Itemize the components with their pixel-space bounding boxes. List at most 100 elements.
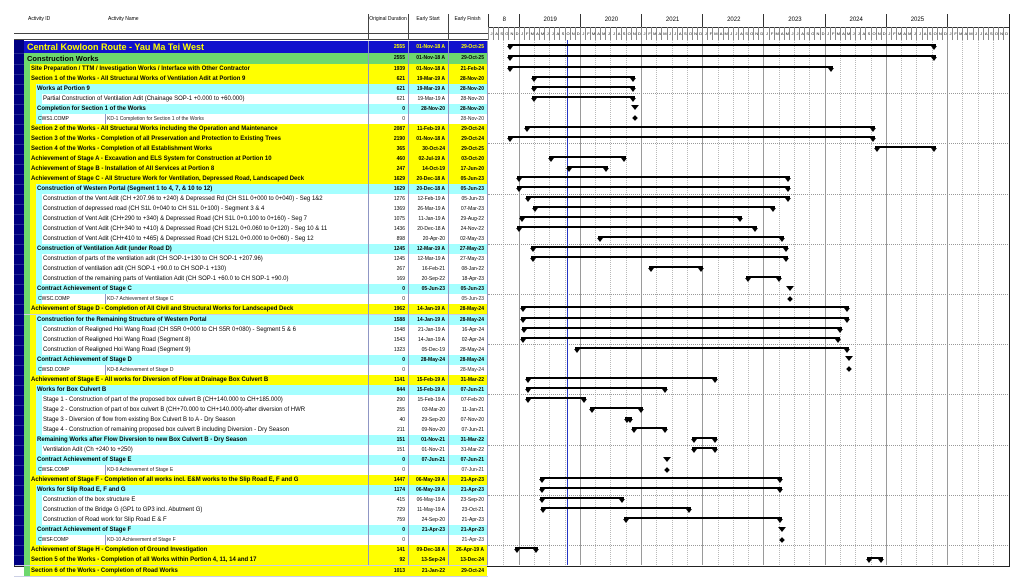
timeline-month-cell: J <box>605 27 611 40</box>
milestone-triangle-icon[interactable] <box>663 456 672 462</box>
row-background <box>42 274 487 285</box>
col-header-activity-id[interactable]: Activity ID <box>28 16 51 22</box>
timeline-month-cell: A <box>717 27 724 40</box>
gantt-bar[interactable] <box>525 396 587 403</box>
gantt-bar[interactable] <box>515 175 791 182</box>
early-finish-cell: 05-Jun-23 <box>460 175 484 182</box>
gantt-bar[interactable] <box>530 85 637 92</box>
bar-start-marker-icon <box>691 439 697 443</box>
row-sight-line <box>488 444 1008 446</box>
hierarchy-indent-stripe <box>30 485 36 496</box>
gantt-bar[interactable] <box>529 256 790 263</box>
gantt-bar[interactable] <box>519 336 842 343</box>
gantt-bar[interactable] <box>530 75 637 82</box>
bar-finish-marker-icon <box>784 188 791 192</box>
early-finish-cell: 05-Jun-23 <box>461 296 484 303</box>
table-row[interactable]: Section 6 of the Works - Completion of R… <box>14 565 488 577</box>
gantt-bar[interactable] <box>507 55 938 61</box>
original-duration-cell: 0 <box>402 537 405 544</box>
milestone-diamond-icon[interactable] <box>779 537 785 543</box>
original-duration-cell: 1276 <box>393 196 405 203</box>
gantt-bar[interactable] <box>691 447 719 454</box>
gantt-bar[interactable] <box>538 497 626 504</box>
gantt-bar[interactable] <box>538 477 783 484</box>
hierarchy-indent-stripe <box>36 344 42 355</box>
col-header-early-finish[interactable]: Early Finish <box>454 16 481 22</box>
milestone-diamond-icon[interactable] <box>846 366 853 373</box>
hierarchy-indent-stripe <box>24 424 30 435</box>
early-start-cell: 12-Mar-19 A <box>416 246 445 253</box>
timeline-month-cell: D <box>758 27 764 40</box>
gantt-bar[interactable] <box>515 186 791 192</box>
gantt-bar[interactable] <box>624 416 633 423</box>
gantt-bar[interactable] <box>507 43 938 50</box>
timeline-month-cell: J <box>727 27 734 40</box>
gantt-bar[interactable] <box>531 206 776 213</box>
activity-name: Achievement of Stage B - Installation of… <box>31 165 215 172</box>
gantt-bar[interactable] <box>874 145 938 152</box>
gantt-bar[interactable] <box>866 557 884 564</box>
row-sight-line <box>488 494 1008 496</box>
original-duration-cell: 621 <box>396 85 405 92</box>
gantt-bar[interactable] <box>548 155 628 162</box>
gantt-bar[interactable] <box>691 437 719 443</box>
gantt-bar[interactable] <box>525 376 719 383</box>
gantt-bar[interactable] <box>524 125 877 132</box>
col-header-early-start[interactable]: Early Start <box>416 16 440 22</box>
activity-name: Construction of ventilation adit (CH SOP… <box>43 266 227 273</box>
quarter-gridline <box>686 40 688 565</box>
col-header-original-duration[interactable]: Original Duration <box>369 16 407 22</box>
hierarchy-indent-stripe <box>24 364 30 375</box>
milestone-triangle-icon[interactable] <box>845 356 854 362</box>
bar-finish-marker-icon <box>783 258 790 263</box>
row-background <box>36 244 487 255</box>
early-start-cell: 19-Mar-19 A <box>416 75 445 82</box>
original-duration-cell: 729 <box>396 507 405 514</box>
gantt-bar[interactable] <box>538 487 783 494</box>
gantt-bar[interactable] <box>589 406 644 413</box>
milestone-diamond-icon[interactable] <box>786 296 793 302</box>
gantt-bar[interactable] <box>530 95 637 102</box>
timeline-month-cell: F <box>890 27 897 40</box>
gantt-bar[interactable] <box>519 216 744 223</box>
milestone-triangle-icon[interactable] <box>631 105 640 111</box>
gantt-bar[interactable] <box>515 226 758 233</box>
milestone-diamond-icon[interactable] <box>632 115 639 122</box>
gantt-bar[interactable] <box>647 266 705 273</box>
timeline-month-cell: D <box>880 27 887 40</box>
gantt-bar[interactable] <box>745 276 783 283</box>
bar-finish-marker-icon <box>637 408 644 413</box>
timeline-month-cell: D <box>1003 27 1009 40</box>
early-finish-cell: 29-Oct-25 <box>461 43 484 50</box>
milestone-diamond-icon[interactable] <box>664 466 671 473</box>
hierarchy-indent-stripe <box>30 113 36 124</box>
row-background <box>42 334 487 345</box>
gantt-bar[interactable] <box>529 246 790 253</box>
milestone-triangle-icon[interactable] <box>785 285 794 291</box>
timeline-month-cell: M <box>845 27 851 40</box>
gantt-bar[interactable] <box>507 135 877 142</box>
gantt-bar[interactable] <box>519 306 851 313</box>
hierarchy-indent-stripe <box>30 234 36 245</box>
gantt-bar[interactable] <box>520 326 844 333</box>
gantt-bar[interactable] <box>513 547 539 554</box>
gantt-bar[interactable] <box>597 236 785 243</box>
gantt-bar[interactable] <box>565 165 609 172</box>
early-start-cell: 30-Oct-24 <box>422 145 445 152</box>
gantt-bar[interactable] <box>623 517 783 524</box>
row-sight-line <box>488 344 1008 346</box>
timeline-month-cell: J <box>824 27 831 40</box>
milestone-triangle-icon[interactable] <box>777 526 786 532</box>
timeline-month-cell: F <box>707 27 713 40</box>
hierarchy-indent-stripe <box>24 173 30 184</box>
gantt-bar[interactable] <box>519 316 851 323</box>
gantt-bar[interactable] <box>524 196 791 203</box>
hierarchy-indent-stripe <box>24 113 30 124</box>
gantt-bar[interactable] <box>525 386 669 393</box>
gantt-bar[interactable] <box>574 346 851 353</box>
gantt-bar[interactable] <box>507 65 834 72</box>
gantt-bar[interactable] <box>631 426 669 433</box>
col-header-activity-name[interactable]: Activity Name <box>108 16 139 22</box>
gantt-bar[interactable] <box>539 507 692 514</box>
hierarchy-indent-stripe <box>36 274 42 285</box>
